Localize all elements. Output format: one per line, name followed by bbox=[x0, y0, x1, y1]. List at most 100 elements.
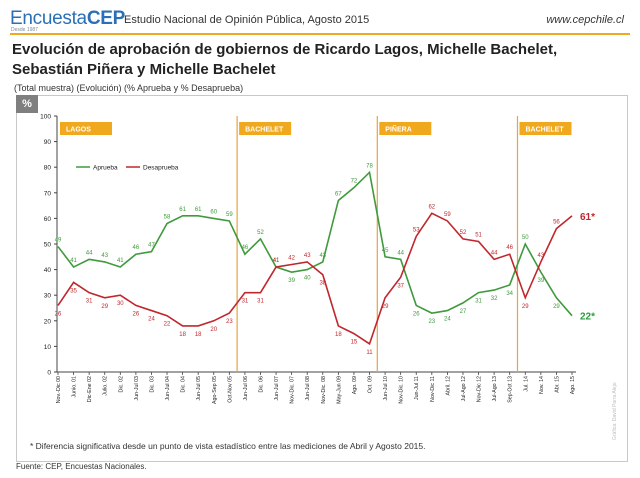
x-tick-label: Abr. 15 bbox=[554, 376, 560, 393]
data-label-aprueba: 45 bbox=[382, 248, 389, 254]
data-label-desaprueba: 26 bbox=[55, 311, 62, 317]
data-label-aprueba: 32 bbox=[491, 296, 498, 302]
data-label-aprueba: 46 bbox=[242, 245, 249, 251]
website-link[interactable]: www.cepchile.cl bbox=[546, 14, 624, 26]
data-label-aprueba: 58 bbox=[164, 215, 171, 221]
x-tick-label: Julio. 02 bbox=[103, 376, 109, 396]
x-tick-label: Jun-Jul 06 bbox=[243, 376, 249, 400]
data-label-aprueba: 44 bbox=[397, 250, 404, 256]
data-label-aprueba: 44 bbox=[86, 250, 93, 256]
x-tick-label: Ago. 09 bbox=[352, 376, 358, 394]
x-tick-label: Jul-Ago 13 bbox=[492, 376, 498, 401]
data-label-desaprueba: 37 bbox=[397, 283, 404, 289]
data-label-aprueba: 61 bbox=[195, 207, 202, 213]
legend-label-aprueba: Aprueba bbox=[93, 165, 118, 172]
x-tick-label: Nov.-Dic 00 bbox=[56, 376, 62, 403]
data-label-aprueba: 61 bbox=[179, 207, 186, 213]
period-band bbox=[519, 122, 572, 135]
x-tick-label: Nov-Dic. 08 bbox=[321, 376, 327, 404]
data-label-desaprueba: 62 bbox=[428, 204, 435, 210]
data-label-desaprueba: 42 bbox=[288, 255, 295, 261]
y-tick-label: 30 bbox=[44, 293, 52, 300]
y-tick-label: 100 bbox=[40, 114, 51, 121]
logo-light-text: Encuesta bbox=[10, 8, 87, 29]
logo-bold-text: CEP bbox=[86, 8, 125, 29]
x-tick-label: Jun-Jul 05 bbox=[196, 376, 202, 400]
data-label-aprueba: 23 bbox=[428, 319, 435, 325]
data-label-aprueba: 39 bbox=[538, 278, 545, 284]
x-tick-label: Ago. 15 bbox=[570, 376, 576, 394]
data-label-aprueba: 50 bbox=[522, 235, 529, 241]
data-label-desaprueba: 23 bbox=[226, 319, 233, 325]
data-label-desaprueba: 18 bbox=[335, 332, 342, 338]
end-label-desaprueba: 61* bbox=[580, 212, 595, 223]
data-label-desaprueba: 56 bbox=[553, 220, 560, 226]
data-label-desaprueba: 22 bbox=[164, 322, 171, 328]
data-label-desaprueba: 29 bbox=[522, 304, 529, 310]
x-tick-label: Nov-Dic 12 bbox=[477, 376, 483, 402]
x-tick-label: Nov-Dic 11 bbox=[430, 376, 436, 402]
data-label-desaprueba: 15 bbox=[351, 340, 358, 346]
x-tick-label: Nov-Dic. 07 bbox=[290, 376, 296, 404]
data-label-aprueba: 27 bbox=[460, 309, 467, 315]
y-tick-label: 50 bbox=[44, 242, 52, 249]
page-title: Evolución de aprobación de gobiernos de … bbox=[12, 41, 558, 78]
logo-subtext: Desde 1987 bbox=[11, 27, 38, 33]
x-tick-label: Jun-Jul 08 bbox=[305, 376, 311, 400]
x-tick-label: Jun-Jul 10 bbox=[383, 376, 389, 400]
data-label-desaprueba: 38 bbox=[319, 281, 326, 287]
period-label: LAGOS bbox=[66, 127, 91, 134]
y-tick-label: 40 bbox=[44, 267, 52, 274]
legend-label-desaprueba: Desaprueba bbox=[143, 165, 179, 172]
x-tick-label: Jul. 14 bbox=[523, 376, 529, 392]
x-tick-label: Dic. 06 bbox=[258, 376, 264, 393]
period-band bbox=[239, 122, 292, 135]
x-tick-label: Nov. 14 bbox=[539, 376, 545, 394]
data-label-aprueba: 59 bbox=[226, 212, 233, 218]
data-label-aprueba: 46 bbox=[133, 245, 140, 251]
data-label-desaprueba: 20 bbox=[210, 327, 217, 333]
header-divider bbox=[10, 33, 630, 35]
period-label: PIÑERA bbox=[385, 125, 411, 134]
data-label-desaprueba: 41 bbox=[273, 258, 280, 264]
x-tick-label: Sep-Oct 13 bbox=[508, 376, 514, 403]
data-label-aprueba: 24 bbox=[444, 317, 451, 323]
data-label-desaprueba: 24 bbox=[148, 317, 155, 323]
x-tick-label: Jun-Jul 11 bbox=[414, 376, 420, 400]
data-label-aprueba: 49 bbox=[55, 238, 62, 244]
x-tick-label: Ago-Sep 05 bbox=[212, 376, 218, 404]
data-label-aprueba: 41 bbox=[117, 258, 124, 264]
chart-credit: Gráfica: David Parra Alejo bbox=[612, 382, 618, 440]
y-tick-label: 90 bbox=[44, 139, 52, 146]
data-label-aprueba: 43 bbox=[319, 253, 326, 259]
y-tick-label: 20 bbox=[44, 318, 52, 325]
data-label-desaprueba: 31 bbox=[86, 299, 93, 305]
data-label-desaprueba: 29 bbox=[101, 304, 108, 310]
data-label-desaprueba: 26 bbox=[133, 311, 140, 317]
data-label-desaprueba: 29 bbox=[382, 304, 389, 310]
data-label-aprueba: 34 bbox=[506, 291, 513, 297]
period-band bbox=[60, 122, 112, 135]
data-label-desaprueba: 46 bbox=[506, 245, 513, 251]
source-note: Fuente: CEP, Encuestas Nacionales. bbox=[16, 462, 147, 471]
data-label-desaprueba: 18 bbox=[179, 332, 186, 338]
study-name: Estudio Nacional de Opinión Pública, Ago… bbox=[124, 14, 370, 26]
end-label-aprueba: 22* bbox=[580, 312, 595, 323]
x-tick-label: May-Jun 09 bbox=[336, 376, 342, 404]
data-label-desaprueba: 43 bbox=[304, 253, 311, 259]
y-tick-label: 80 bbox=[44, 165, 52, 172]
x-tick-label: Abril. 12 bbox=[445, 376, 451, 395]
period-band bbox=[379, 122, 432, 135]
data-label-desaprueba: 59 bbox=[444, 212, 451, 218]
x-tick-label: Jun-Jul 03 bbox=[134, 376, 140, 400]
data-label-aprueba: 41 bbox=[70, 258, 77, 264]
x-tick-label: Dic. 02 bbox=[118, 376, 124, 393]
data-label-aprueba: 31 bbox=[475, 299, 482, 305]
y-tick-label: 10 bbox=[44, 344, 52, 351]
period-label: BACHELET bbox=[245, 127, 284, 134]
y-tick-label: 70 bbox=[44, 190, 52, 197]
x-tick-label: Dic. 04 bbox=[181, 376, 187, 393]
x-tick-label: Junio. 01 bbox=[72, 376, 78, 398]
data-label-desaprueba: 53 bbox=[413, 227, 420, 233]
